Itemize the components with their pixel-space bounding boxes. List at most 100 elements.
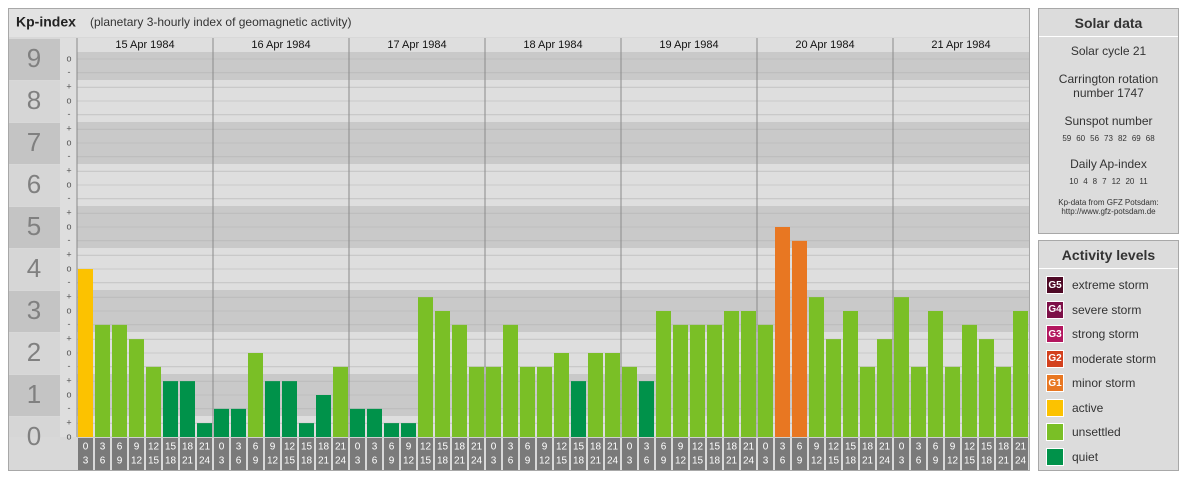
hour-start: 9 [950,442,956,453]
hour-box [792,438,807,470]
bar [928,311,943,437]
hour-start: 3 [780,442,786,453]
hour-end: 18 [573,456,585,467]
legend-item: G4 severe storm [1039,298,1178,323]
ap-value: 8 [1092,177,1098,186]
hour-start: 9 [406,442,412,453]
hour-box [639,438,654,470]
hour-end: 21 [726,456,738,467]
bar [333,366,348,437]
hour-end: 12 [403,456,415,467]
hour-box [367,438,382,470]
hour-end: 18 [165,456,177,467]
minor-tick-label: - [68,193,71,203]
legend-item: unsettled [1039,420,1178,445]
bar [945,366,960,437]
date-label: 21 Apr 1984 [931,39,990,51]
hour-end: 3 [355,456,361,467]
hour-box [690,438,705,470]
minor-tick-label: o [66,389,71,399]
minor-tick-label: o [66,137,71,147]
hour-end: 15 [828,456,840,467]
hour-start: 18 [862,442,874,453]
hour-end: 24 [335,456,347,467]
hour-start: 6 [253,442,259,453]
minor-tick-label: + [66,208,71,218]
y-tick-label: 5 [27,211,41,241]
solar-title: Solar data [1039,9,1178,37]
hour-end: 9 [933,456,939,467]
hour-start: 21 [1015,442,1027,453]
y-label-box [9,291,60,332]
minor-tick-label: o [66,179,71,189]
hour-start: 21 [471,442,483,453]
minor-tick-label: + [66,376,71,386]
hour-box [95,438,110,470]
hour-start: 12 [148,442,160,453]
sunspot-number: 82 [1117,134,1127,143]
bar [588,353,603,437]
hour-start: 0 [899,442,905,453]
hour-start: 0 [355,442,361,453]
minor-tick-label: - [68,151,71,161]
legend-item: G2 moderate storm [1039,347,1178,372]
hour-end: 12 [675,456,687,467]
minor-tick-label: o [66,305,71,315]
chart-subtitle: (planetary 3-hourly index of geomagnetic… [90,15,351,29]
hour-box [809,438,824,470]
hour-start: 12 [420,442,432,453]
hour-start: 15 [437,442,449,453]
hour-box [520,438,535,470]
hour-box [129,438,144,470]
bar [826,339,841,437]
hour-box [571,438,586,470]
bar [163,381,178,437]
hour-box [843,438,858,470]
y-tick-label: 2 [27,337,41,367]
y-tick-label: 4 [27,253,41,283]
hour-start: 6 [389,442,395,453]
bar [78,269,93,437]
hour-end: 6 [916,456,922,467]
hour-start: 21 [879,442,891,453]
date-bg [621,38,757,52]
hour-box [996,438,1011,470]
bar [129,339,144,437]
hour-end: 18 [437,456,449,467]
hour-end: 6 [644,456,650,467]
hour-end: 3 [627,456,633,467]
bar [520,366,535,437]
bar [741,311,756,437]
bar [146,366,161,437]
bar [571,381,586,437]
hour-start: 18 [182,442,194,453]
minor-tick-label: o [66,431,71,441]
bar [724,311,739,437]
hour-box [265,438,280,470]
hour-start: 9 [134,442,140,453]
hour-end: 12 [267,456,279,467]
hour-box [231,438,246,470]
bar [537,366,552,437]
chart-title: Kp-index [16,14,76,30]
minor-tick-label: + [66,292,71,302]
activity-levels-panel: Activity levels G5 extreme storm G4 severe … [1038,240,1179,471]
hour-box [979,438,994,470]
header-bg [9,9,1029,37]
hour-end: 9 [661,456,667,467]
hour-box [554,438,569,470]
levels-title: Activity levels [1039,241,1178,269]
hour-start: 3 [100,442,106,453]
bar [265,381,280,437]
hour-end: 6 [372,456,378,467]
legend-swatch: G4 [1046,300,1064,319]
hour-end: 21 [318,456,330,467]
bar [656,311,671,437]
bar [639,381,654,437]
minor-tick-label: + [66,418,71,428]
y-label-box [9,333,60,374]
bar [248,353,263,437]
hour-box [537,438,552,470]
sunspot-row: 59 60 56 73 82 69 68 [1039,134,1178,143]
minor-tick-label: + [66,250,71,260]
